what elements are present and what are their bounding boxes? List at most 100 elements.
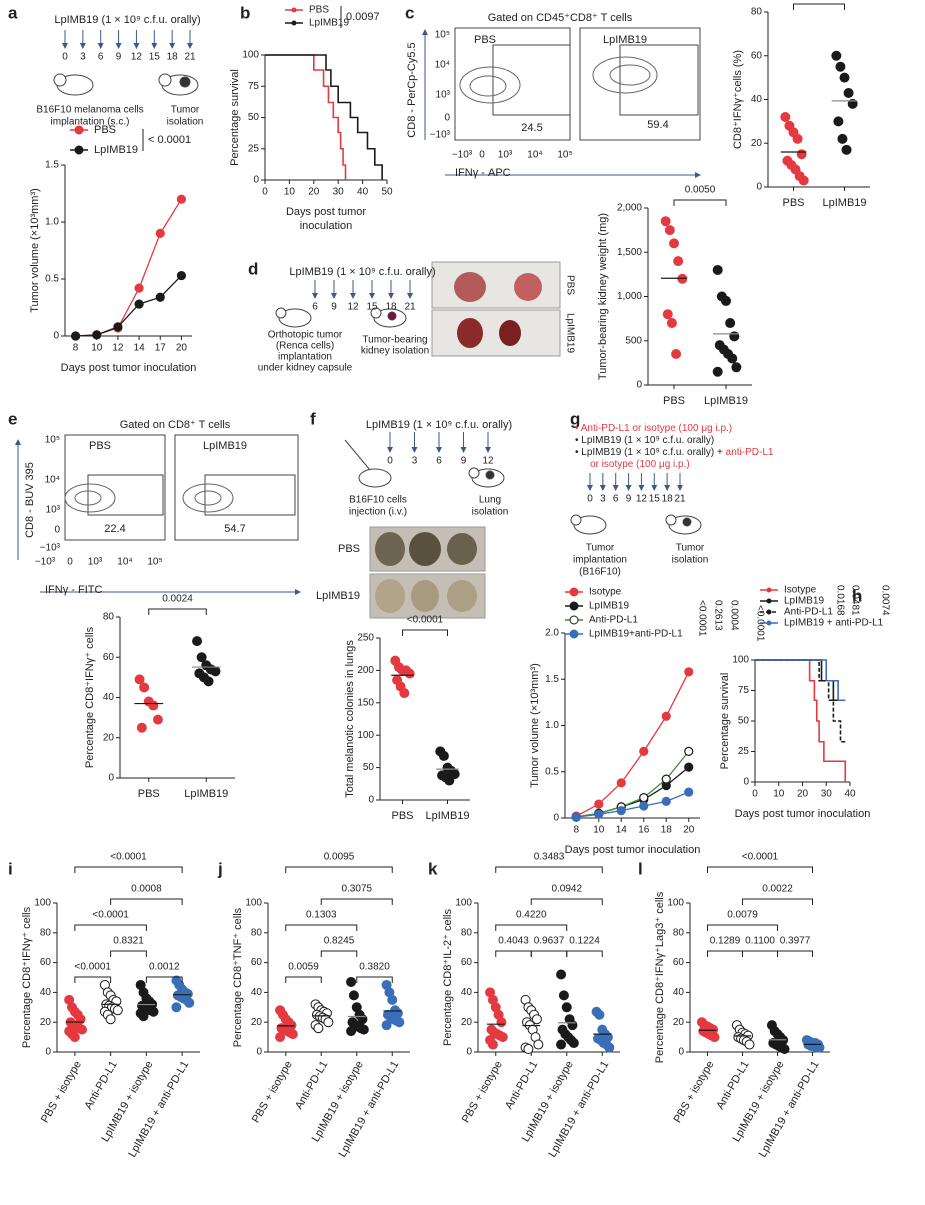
x-tick-label: 10 [593,825,605,836]
schematic-text: Tumor [586,543,615,554]
protocol-text-part: • LpIMB19 (1 × 10⁹ c.f.u. orally) [575,435,714,446]
data-point [152,714,163,725]
y-tick-label: 60 [251,957,263,968]
y-tick-label: 1.0 [45,217,59,228]
flow-title: Gated on CD8⁺ T cells [120,419,231,431]
p-value: 0.4043 [498,936,529,947]
flow-sample: LpIMB19 [603,34,647,46]
p-value: 0.0024 [162,594,193,605]
y-axis-label: Tumor-bearing kidney weight (mg) [597,213,609,380]
data-point [712,366,723,377]
flow-x-tick: −10³ [452,150,473,161]
x-axis-label: Days post tumor [286,206,366,218]
y-tick-label: 40 [461,987,473,998]
flow-plot [64,434,166,541]
data-point [594,809,604,819]
lung-photo [369,526,486,619]
data-point [712,264,723,275]
schematic-text: B16F10 cells [349,495,407,506]
x-tick-label: 40 [844,789,856,800]
x-tick-label: 10 [91,343,103,354]
p-value: 0.0095 [324,852,355,863]
survival-curve [755,659,846,743]
flow-y-tick: −10³ [430,130,451,141]
schematic-text: Tumor-bearing [362,335,427,346]
panel-letter: i [8,859,13,878]
p-value: 0.8321 [113,936,144,947]
y-tick-label: 100 [732,655,749,666]
data-point [639,746,649,757]
flow-percent: 24.5 [521,122,542,134]
x-axis-label: Days post tumor inoculation [735,808,871,820]
data-point [136,722,147,733]
data-point [134,674,145,685]
comparison-bracket [495,866,603,873]
comparison-bracket [673,199,727,206]
x-tick-label: 18 [661,825,673,836]
x-tick-label: 14 [616,825,628,836]
data-point [558,990,569,1001]
legend-label: Isotype [589,587,622,598]
y-axis-label: Percentage CD8⁺IFNγ⁺ cells [21,906,33,1048]
data-point [725,318,736,329]
flow-y-tick: −10³ [40,543,61,554]
data-point [287,1029,298,1040]
comparison-bracket [285,866,393,873]
legend-marker [291,20,297,26]
p-value: 0.4220 [516,910,547,921]
panel-letter: e [8,409,17,428]
schematic-text: implantation [278,352,332,363]
data-point [731,362,742,373]
y-tick-label: 0 [108,773,114,784]
y-tick-label: 60 [751,50,763,61]
schematic-text: kidney isolation [361,346,429,357]
flow-plot [454,27,571,141]
protocol-text-part: • Anti-PD-L1 or isotype (100 μg i.p.) [575,423,732,434]
y-tick-label: 80 [751,7,763,18]
data-point [798,175,809,186]
y-axis-label: Tumor volume (×10³mm³) [29,188,41,313]
data-point [92,330,102,340]
y-tick-label: 25 [738,746,750,757]
legend-marker [766,620,772,626]
y-tick-label: 1.5 [545,674,559,685]
photo-label: PBS [338,543,360,555]
data-point [77,1024,88,1035]
p-value: 0.0004 [728,600,739,631]
day-label: 0 [62,52,68,63]
y-tick-label: 1,500 [617,247,642,258]
y-tick-label: 40 [673,987,685,998]
data-point [387,994,398,1005]
protocol-text: or isotype (100 μg i.p.) [590,459,690,470]
y-tick-label: 500 [625,335,642,346]
legend-marker [766,587,772,593]
y-tick-label: 20 [751,138,763,149]
mouse-icon [275,307,312,328]
protocol-text-part: anti-PD-L1 [726,447,774,458]
day-label: 3 [80,52,86,63]
legend-marker [766,598,772,604]
p-value: 0.1303 [306,910,337,921]
legend-label: Anti-PD-L1 [784,607,833,618]
kidney-photo [431,261,561,357]
data-point [684,762,694,772]
x-tick-label: PBS + isotype [39,1059,84,1125]
legend-marker [569,587,579,597]
data-point [556,969,567,980]
y-tick-label: 0.5 [45,274,59,285]
data-point [487,1039,498,1050]
y-axis-label: Total melanotic colonies in lungs [344,640,356,798]
x-tick-label: PBS [391,810,413,822]
schematic-text: isolation [472,507,509,518]
data-point [556,1039,567,1050]
y-tick-label: 0 [756,182,762,193]
comparison-bracket [110,950,147,957]
schematic-text: Lung [479,495,501,506]
data-point [847,98,858,109]
x-axis-label: Days post tumor inoculation [565,844,701,856]
schematic-text: Orthotopic tumor [268,330,343,341]
mouse-icon [53,73,94,96]
y-tick-label: 25 [248,143,260,154]
x-tick-label: PBS [138,788,160,800]
y-tick-label: 80 [673,927,685,938]
